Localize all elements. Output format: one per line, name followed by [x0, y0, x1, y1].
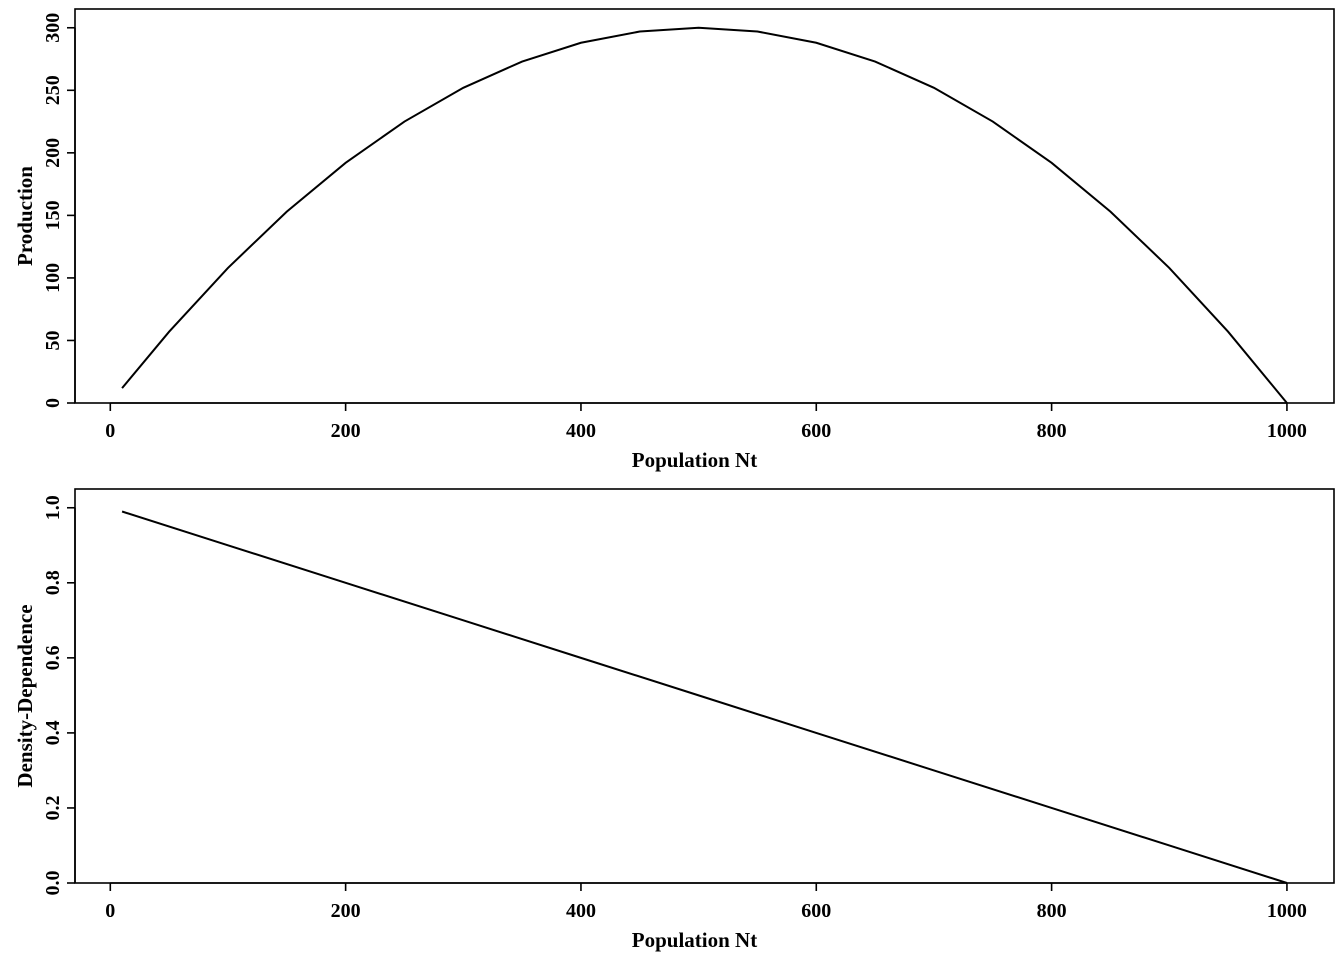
series-line: [121, 26, 1288, 404]
plot-frame: [74, 488, 1335, 884]
x-axis-label: Population Nt: [632, 928, 757, 952]
x-tick-label: 600: [801, 420, 831, 442]
x-tick-label: 800: [1037, 900, 1067, 922]
density-dependence-panel: 0 200 400 600 800 1000 0.0 0.2 0.4 0.6 0.8 1.0 Popul…: [13, 488, 1335, 952]
y-tick-label: 300: [42, 13, 64, 43]
y-tick-label: 50: [42, 330, 64, 350]
x-tick-label: 800: [1037, 420, 1067, 442]
x-tick-label: 400: [566, 420, 596, 442]
x-tick-label: 0: [105, 900, 115, 922]
x-tick-label: 0: [105, 420, 115, 442]
y-tick-label: 0.4: [42, 720, 64, 745]
series-line: [121, 510, 1288, 884]
x-tick-label: 1000: [1267, 420, 1307, 442]
x-tick-label: 200: [331, 900, 361, 922]
y-tick-label: 200: [42, 138, 64, 168]
y-tick-label: 0.6: [42, 645, 64, 670]
y-tick-label: 0: [42, 398, 64, 408]
production-panel: 0 200 400 600 800 1000 0 50 100 150 200 250 300 Popul…: [13, 8, 1335, 472]
y-tick-label: 100: [42, 263, 64, 293]
y-tick-label: 1.0: [42, 495, 64, 520]
y-tick-label: 250: [42, 75, 64, 105]
y-tick-label: 0.2: [42, 795, 64, 820]
y-axis-label: Production: [13, 166, 37, 266]
x-tick-label: 200: [331, 420, 361, 442]
x-tick-label: 1000: [1267, 900, 1307, 922]
y-axis-label: Density-Dependence: [13, 604, 37, 787]
y-tick-label: 150: [42, 200, 64, 230]
y-tick-label: 0.0: [42, 871, 64, 896]
x-tick-label: 400: [566, 900, 596, 922]
x-tick-label: 600: [801, 900, 831, 922]
plot-frame: [74, 8, 1335, 404]
x-axis-label: Population Nt: [632, 448, 757, 472]
y-tick-label: 0.8: [42, 570, 64, 595]
